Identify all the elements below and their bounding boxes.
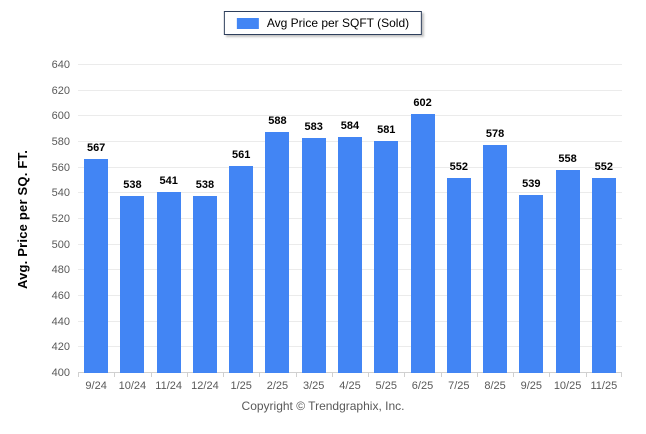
bar[interactable]	[555, 170, 580, 373]
category-cell: 602 6/25	[404, 65, 440, 392]
x-axis-tick-label: 5/25	[375, 380, 397, 392]
x-axis-tick-label: 3/25	[303, 380, 325, 392]
x-axis-tick-label: 11/24	[155, 380, 183, 392]
bar-value-label: 552	[449, 160, 468, 173]
y-axis-tick-label: 560	[51, 161, 70, 174]
x-axis-tick-label: 10/25	[553, 380, 582, 392]
y-axis-tick-label: 480	[51, 264, 70, 277]
legend-swatch-icon	[236, 17, 259, 29]
axis-tick	[186, 373, 188, 377]
x-axis-tick-label: 6/25	[411, 380, 434, 392]
axis-tick	[78, 373, 79, 377]
bar-value-label: 583	[304, 121, 323, 134]
gridline	[78, 89, 622, 91]
x-axis-tick-label: 4/25	[339, 380, 361, 392]
axis-tick	[259, 373, 261, 377]
y-axis-tick-label: 520	[51, 213, 70, 225]
x-axis-tick-label: 9/25	[520, 380, 543, 392]
category-cell: 538 12/24	[186, 65, 223, 392]
gridline	[78, 115, 622, 117]
legend-label: Avg Price per SQFT (Sold)	[266, 16, 410, 30]
bar[interactable]	[337, 136, 362, 373]
plot-area: 400 420 440 460 480 500 520 540 560 580 600 620 640 5…	[52, 59, 622, 392]
bar-value-label: 539	[522, 177, 541, 190]
bar-value-label: 552	[594, 160, 614, 173]
y-axis-tick-label: 600	[51, 110, 70, 123]
category-cell: 583 3/25	[295, 65, 332, 392]
axis-tick	[513, 373, 515, 377]
category-cell: 552 11/25	[585, 65, 622, 392]
x-axis-tick-label: 2/25	[266, 380, 289, 392]
x-axis-tick-label: 9/24	[85, 380, 107, 392]
axis-tick	[476, 373, 478, 377]
legend: Avg Price per SQFT (Sold)	[223, 11, 423, 35]
bar[interactable]	[84, 158, 109, 373]
axis-tick	[404, 373, 406, 377]
x-axis-tick-label: 11/25	[590, 380, 618, 392]
category-cell: 561 1/25	[223, 65, 259, 392]
axis-tick	[331, 373, 333, 377]
axis-tick	[114, 373, 116, 377]
y-axis-tick-label: 620	[51, 84, 70, 97]
bar[interactable]	[301, 138, 326, 373]
bar[interactable]	[265, 131, 290, 373]
category-cell: 538 10/24	[114, 65, 150, 392]
category-cell: 558 10/25	[549, 65, 585, 392]
bar[interactable]	[519, 194, 544, 373]
bar-value-label: 561	[232, 149, 251, 162]
bar[interactable]	[374, 140, 399, 373]
bar-value-label: 584	[340, 119, 360, 132]
axis-tick	[368, 373, 370, 377]
y-axis-tick-label: 500	[51, 238, 70, 251]
copyright-text: Copyright © Trendgraphix, Inc.	[241, 399, 405, 413]
bar-value-label: 558	[558, 153, 577, 166]
bar-value-label: 538	[123, 178, 142, 191]
bar[interactable]	[156, 192, 181, 373]
category-cell: 539 9/25	[513, 65, 549, 392]
axis-tick	[620, 373, 622, 377]
y-axis-tick-label: 580	[51, 136, 70, 148]
bar-value-label: 541	[159, 175, 178, 188]
y-axis-tick-label: 420	[51, 341, 70, 354]
category-cell: 581 5/25	[368, 65, 404, 392]
category-cell: 578 8/25	[476, 65, 513, 392]
y-axis-tick-label: 440	[51, 315, 70, 328]
bar[interactable]	[483, 144, 508, 373]
bar-value-label: 567	[86, 141, 106, 154]
x-axis-tick-label: 12/24	[191, 380, 219, 392]
x-axis-tick-label: 8/25	[484, 380, 506, 392]
category-cell: 567 9/24	[78, 65, 114, 392]
axis-tick	[585, 373, 587, 377]
axis-tick	[549, 373, 551, 377]
category-cell: 588 2/25	[259, 65, 295, 392]
bar[interactable]	[229, 166, 254, 373]
x-axis-tick-label: 7/25	[448, 380, 470, 392]
y-axis-tick-label: 400	[51, 367, 70, 379]
axis-tick	[440, 373, 442, 377]
axis-tick	[295, 373, 297, 377]
y-axis-tick-label: 640	[51, 59, 70, 71]
bar[interactable]	[192, 195, 217, 373]
bar-value-label: 581	[377, 123, 396, 136]
category-cell: 584 4/25	[331, 65, 368, 392]
category-cell: 552 7/25	[440, 65, 477, 392]
bar-value-label: 578	[485, 127, 505, 140]
bar[interactable]	[446, 177, 471, 373]
gridline	[78, 64, 622, 65]
bar[interactable]	[120, 195, 145, 373]
y-axis-tick-label: 460	[51, 290, 70, 302]
bar-value-label: 602	[413, 96, 432, 109]
bar-value-label: 538	[195, 178, 215, 191]
x-axis-tick-label: 1/25	[230, 380, 252, 392]
axis-tick	[150, 373, 152, 377]
y-axis-title: Avg. Price per SQ. FT.	[14, 149, 30, 289]
bar[interactable]	[591, 177, 616, 373]
axis-tick	[223, 373, 225, 377]
y-axis-tick-label: 540	[51, 187, 70, 200]
category-cell: 541 11/24	[150, 65, 187, 392]
bar-value-label: 588	[268, 114, 287, 127]
bar[interactable]	[410, 113, 435, 373]
x-axis-tick-label: 10/24	[118, 380, 147, 392]
